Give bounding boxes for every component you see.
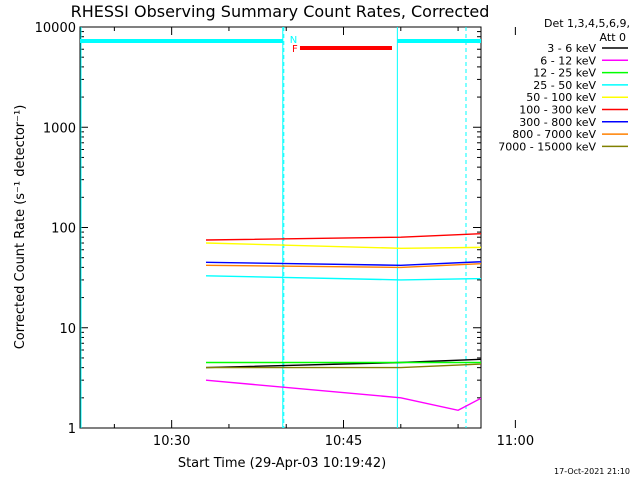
series-line-4 — [205, 275, 481, 281]
series-line-9 — [206, 363, 481, 369]
legend-label: 50 - 100 keV — [526, 91, 596, 104]
chart-title: RHESSI Observing Summary Count Rates, Co… — [71, 2, 490, 21]
legend-label: 25 - 50 keV — [533, 79, 596, 92]
y-tick-label: 100 — [51, 222, 76, 237]
legend-label: 6 - 12 keV — [540, 54, 596, 67]
series-line-2 — [205, 379, 481, 412]
y-tick-label: 10 — [59, 322, 76, 337]
flag-bars: NF — [80, 35, 481, 55]
x-tick-label: 11:00 — [497, 434, 534, 449]
legend-label: 300 - 800 keV — [519, 116, 596, 129]
legend-label: 12 - 25 keV — [533, 67, 596, 80]
x-tick-label: 10:45 — [325, 434, 362, 449]
series-lines — [205, 233, 481, 412]
x-axis-label: Start Time (29-Apr-03 10:19:42) — [178, 456, 386, 471]
legend-label: 800 - 7000 keV — [512, 128, 596, 141]
legend-header-line-2: Att 0 — [600, 31, 626, 44]
y-axis-ticks: 1 10 100 1000 10000 — [35, 21, 481, 437]
x-tick-label: 10:30 — [153, 434, 190, 449]
series-line-3 — [206, 361, 481, 364]
y-tick-label: 10000 — [35, 21, 76, 36]
flag-label-n: N — [290, 35, 297, 46]
y-axis-label: Corrected Count Rate (s⁻¹ detector⁻¹) — [13, 105, 28, 350]
legend-label: 100 - 300 keV — [519, 104, 596, 117]
flag-label-f: F — [292, 44, 298, 55]
legend-header: Det 1,3,4,5,6,9, Att 0 — [544, 17, 630, 44]
legend-label: 7000 - 15000 keV — [498, 140, 596, 153]
interval-boundaries — [80, 27, 467, 428]
y-tick-label: 1000 — [43, 121, 76, 136]
y-tick-label: 1 — [68, 422, 76, 437]
series-line-6 — [205, 233, 481, 241]
footer-date: 17-Oct-2021 21:10 — [554, 467, 630, 476]
legend-label: 3 - 6 keV — [547, 42, 596, 55]
legend-header-line-1: Det 1,3,4,5,6,9, — [544, 17, 630, 30]
